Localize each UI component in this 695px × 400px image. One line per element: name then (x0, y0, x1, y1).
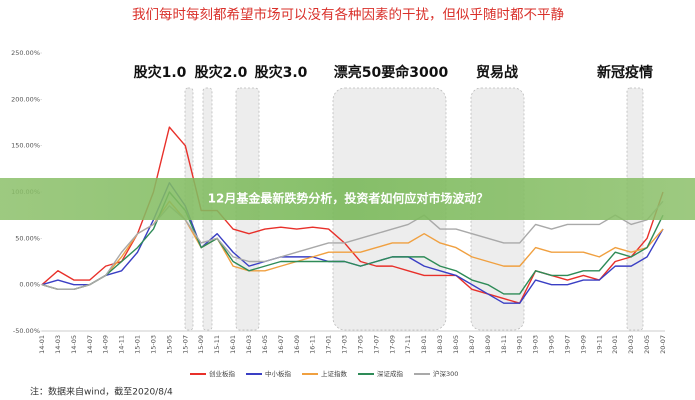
x-tick-label: 16-11 (309, 335, 317, 354)
x-tick-label: 17-07 (372, 335, 380, 354)
x-tick-label: 16-05 (261, 335, 269, 354)
series-line (41, 200, 664, 290)
x-tick-label: 15-11 (213, 335, 221, 354)
x-tick-label: 15-05 (165, 335, 173, 354)
annotation: 股灾2.0 (195, 64, 248, 81)
x-tick-label: 18-09 (484, 335, 492, 354)
footnote: 注：数据来自wind，截至2020/8/4 (30, 386, 173, 398)
x-tick-label: 18-05 (452, 335, 460, 354)
y-tick-label: 50.00% (15, 234, 40, 242)
x-tick-label: 16-03 (245, 335, 253, 354)
legend-label: 上证指数 (321, 369, 348, 378)
chart-title: 我们每时每刻都希望市场可以没有各种因素的干扰，但似乎随时都不平静 (132, 6, 564, 23)
x-tick-label: 16-01 (229, 335, 237, 354)
x-tick-label: 19-07 (563, 335, 571, 354)
x-tick-label: 20-05 (643, 335, 651, 354)
x-tick-label: 14-03 (54, 335, 62, 354)
x-tick-label: 19-03 (532, 335, 540, 354)
x-tick-label: 14-09 (102, 335, 110, 354)
x-tick-label: 18-01 (420, 335, 428, 354)
x-tick-label: 14-11 (118, 335, 126, 354)
x-tick-label: 19-01 (516, 335, 524, 354)
legend-label: 沪深300 (433, 369, 458, 378)
x-tick-label: 15-07 (181, 335, 189, 354)
x-tick-label: 17-09 (388, 335, 396, 354)
x-tick-label: 18-11 (500, 335, 508, 354)
annotation: 股灾3.0 (255, 64, 308, 81)
x-tick-label: 20-01 (611, 335, 619, 354)
x-tick-label: 15-01 (134, 335, 142, 354)
x-tick-label: 18-07 (468, 335, 476, 354)
x-tick-label: 19-05 (548, 335, 556, 354)
annotation: 贸易战 (476, 64, 518, 81)
annotation: 新冠疫情 (597, 64, 653, 81)
x-tick-label: 16-09 (293, 335, 301, 354)
x-tick-label: 17-01 (325, 335, 333, 354)
x-tick-label: 16-07 (277, 335, 285, 354)
x-tick-label: 17-03 (341, 335, 349, 354)
x-tick-label: 20-07 (659, 335, 667, 354)
x-tick-label: 14-05 (70, 335, 78, 354)
annotation: 股灾1.0 (134, 64, 187, 81)
x-tick-label: 14-01 (38, 335, 46, 354)
x-tick-label: 17-05 (356, 335, 364, 354)
legend-label: 深证成指 (377, 369, 404, 378)
legend-label: 中小板指 (265, 369, 292, 378)
x-tick-label: 14-07 (86, 335, 94, 354)
x-tick-label: 19-11 (595, 335, 603, 354)
y-tick-label: 250.00% (11, 49, 40, 57)
y-tick-label: 200.00% (11, 95, 40, 103)
x-tick-label: 15-09 (197, 335, 205, 354)
y-tick-label: 0.00% (19, 281, 40, 289)
x-tick-label: 15-03 (149, 335, 157, 354)
x-tick-label: 17-11 (404, 335, 412, 354)
series-line (41, 191, 664, 295)
annotation: 漂亮50要命3000 (334, 64, 449, 81)
banner (0, 178, 695, 220)
y-tick-label: 150.00% (11, 142, 40, 150)
x-tick-label: 19-09 (579, 335, 587, 354)
legend-label: 创业板指 (209, 369, 236, 378)
x-tick-label: 18-03 (436, 335, 444, 354)
banner-title: 12月基金最新跌势分析，投资者如何应对市场波动？ (208, 191, 489, 206)
y-tick-label: -50.00% (13, 327, 40, 335)
x-tick-label: 20-03 (627, 335, 635, 354)
